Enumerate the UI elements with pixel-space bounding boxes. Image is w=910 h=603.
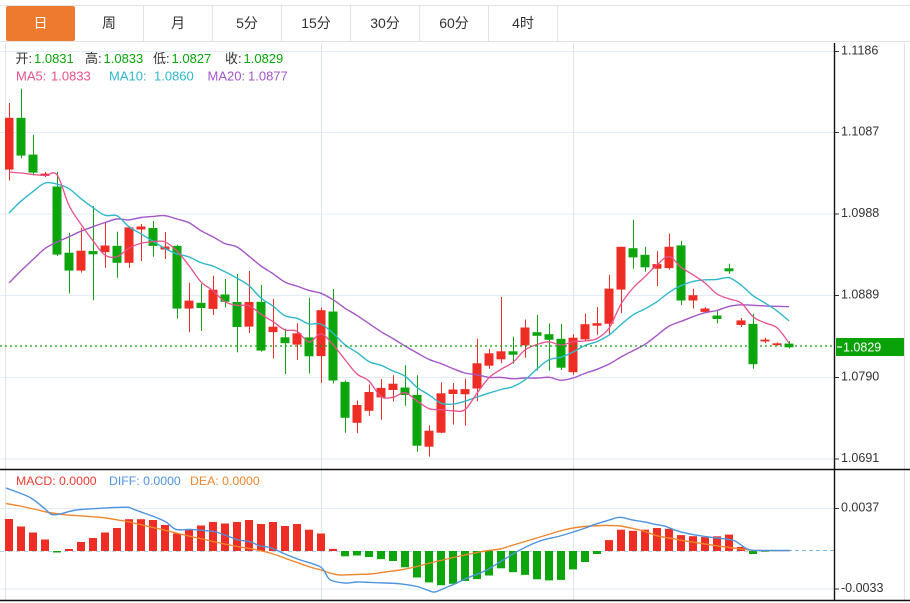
svg-text:1.1087: 1.1087 bbox=[841, 124, 879, 138]
svg-text:1.0790: 1.0790 bbox=[841, 369, 879, 383]
svg-text:1.1186: 1.1186 bbox=[841, 43, 878, 57]
svg-text:1.0829: 1.0829 bbox=[843, 341, 881, 355]
svg-text:-0.0033: -0.0033 bbox=[841, 581, 883, 595]
svg-text:0.0037: 0.0037 bbox=[841, 500, 879, 514]
svg-text:1.0691: 1.0691 bbox=[841, 451, 879, 465]
svg-text:1.0889: 1.0889 bbox=[841, 287, 879, 301]
svg-text:1.0988: 1.0988 bbox=[841, 206, 879, 220]
